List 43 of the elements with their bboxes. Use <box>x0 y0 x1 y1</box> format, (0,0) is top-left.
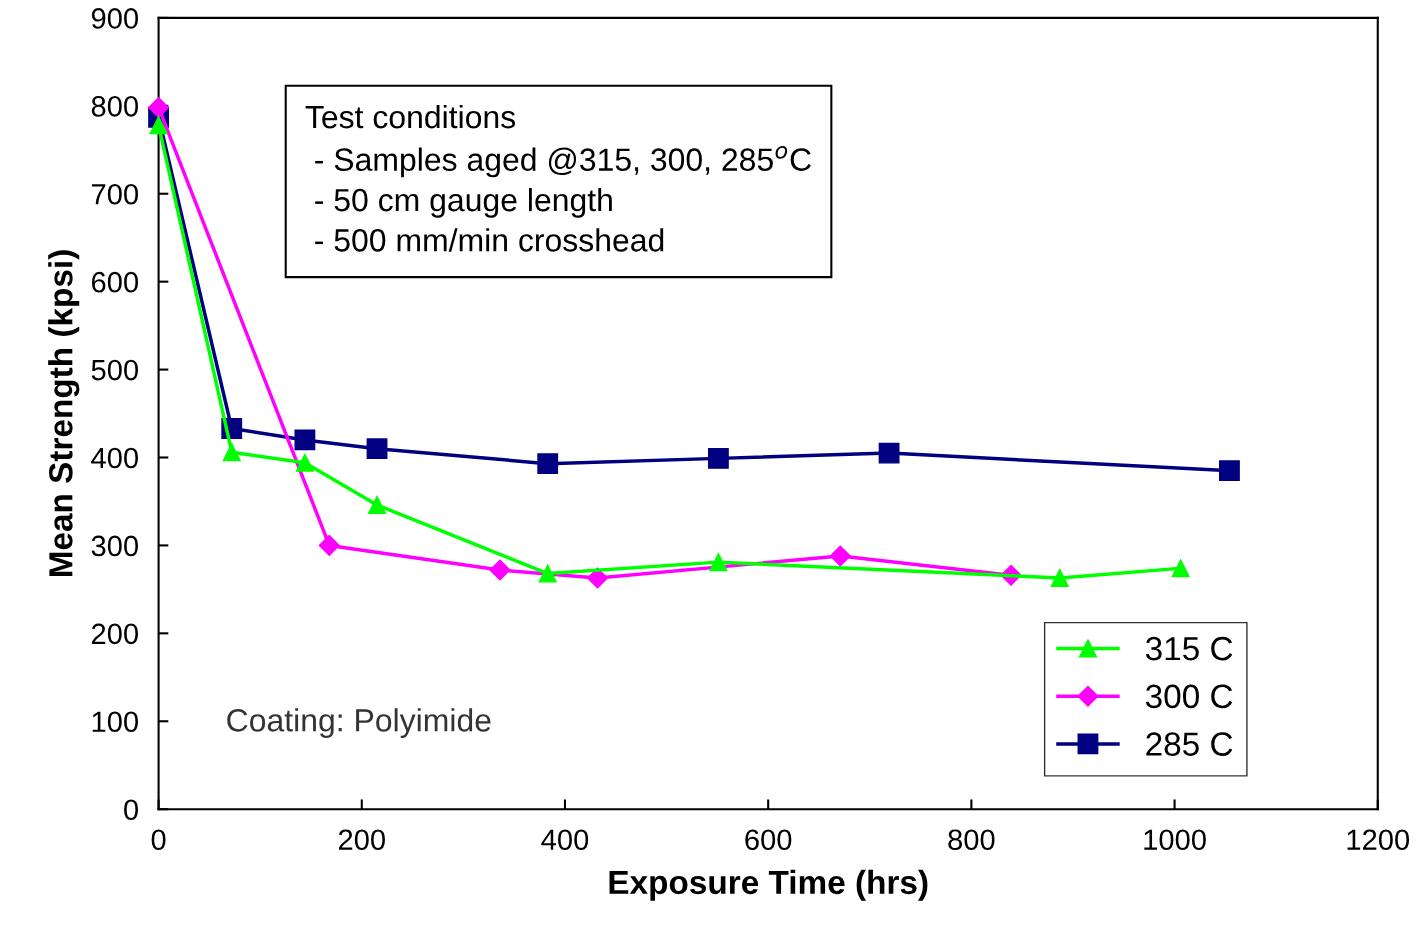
point <box>148 97 170 119</box>
y-tick-label: 900 <box>91 8 139 29</box>
point <box>149 116 168 135</box>
annotation: Coating: Polyimide <box>227 708 491 738</box>
point <box>878 442 900 464</box>
x-tick-label: 200 <box>338 829 385 851</box>
point <box>222 443 241 462</box>
legend-label: 300 C <box>1145 684 1233 709</box>
y-tick-label: 500 <box>91 359 139 381</box>
legend-label: 315 C <box>1145 636 1233 661</box>
point <box>537 453 559 475</box>
point <box>1050 568 1069 587</box>
x-tick-label: 800 <box>948 829 995 851</box>
x-tick-label: 1200 <box>1347 829 1410 851</box>
text: Test conditions - Samples aged @315, 300, 285$^{o}$C - 50 cm gauge length - 500 mm/min crosshead <box>305 104 811 252</box>
x-tick-label: 0 <box>151 829 166 851</box>
point <box>489 559 511 581</box>
y-axis-title: Mean Strength (kpsi) <box>48 250 80 577</box>
point <box>318 534 340 556</box>
x-tick-label: 400 <box>541 829 589 851</box>
point <box>709 553 728 572</box>
point <box>366 438 388 460</box>
y-tick-label: 600 <box>91 271 139 293</box>
y-tick-label: 400 <box>91 447 139 469</box>
point <box>829 545 851 567</box>
point <box>1171 559 1190 578</box>
x-axis-title: Exposure Time (hrs) <box>609 869 928 901</box>
y-tick-label: 700 <box>91 183 139 205</box>
x-tick-label: 1000 <box>1144 829 1206 851</box>
point <box>707 447 729 469</box>
y-tick-label: 200 <box>91 623 139 645</box>
point <box>538 564 557 583</box>
point <box>367 495 387 515</box>
point <box>586 567 609 589</box>
point <box>295 453 314 472</box>
y-tick-label: 300 <box>91 535 139 557</box>
y-tick-label: 0 <box>124 799 139 821</box>
x-tick-label: 600 <box>745 829 792 851</box>
legend-label: 285 C <box>1146 732 1233 756</box>
y-tick-label: 800 <box>91 96 139 117</box>
point <box>1219 460 1240 482</box>
y-tick-label: 100 <box>92 711 139 733</box>
point <box>294 429 316 451</box>
